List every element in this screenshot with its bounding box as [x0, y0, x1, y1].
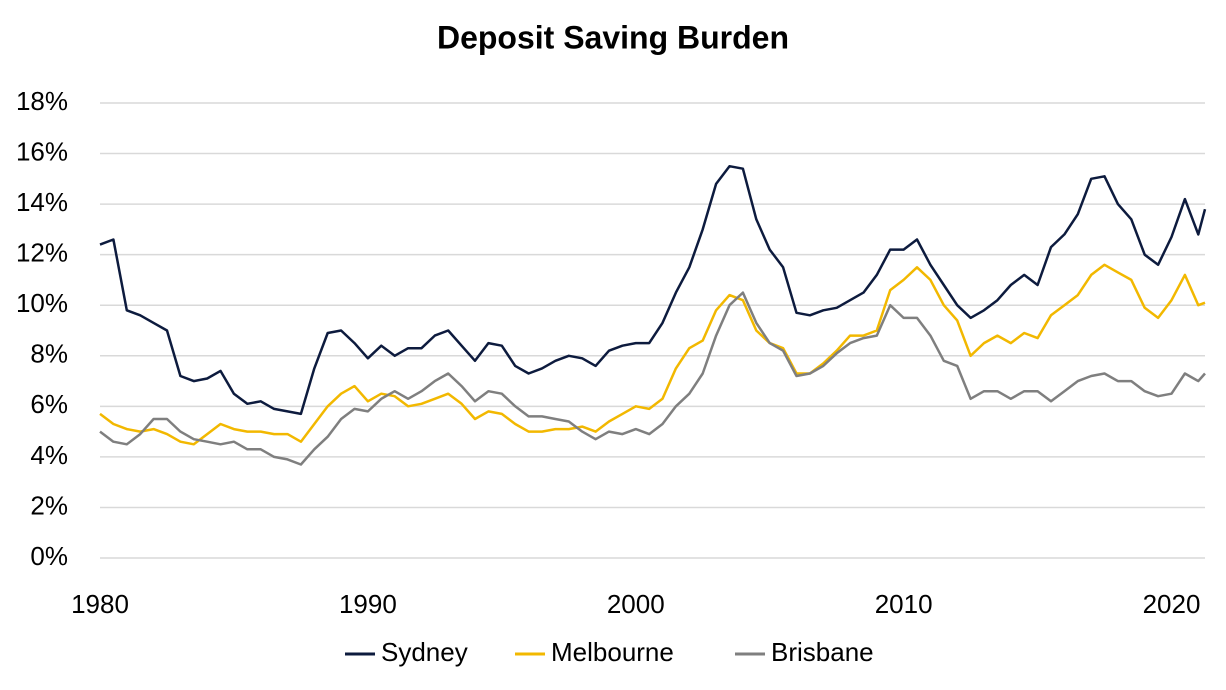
- y-tick-label: 10%: [16, 288, 68, 318]
- legend-label: Brisbane: [771, 637, 874, 667]
- y-tick-label: 18%: [16, 86, 68, 116]
- series-line: [99, 164, 1207, 416]
- y-tick-label: 2%: [30, 490, 68, 520]
- legend-label: Sydney: [381, 637, 468, 667]
- y-tick-label: 16%: [16, 136, 68, 166]
- y-tick-label: 14%: [16, 187, 68, 217]
- chart-title: Deposit Saving Burden: [437, 19, 789, 55]
- x-tick-label: 1980: [71, 589, 129, 619]
- y-tick-label: 6%: [30, 389, 68, 419]
- x-tick-label: 2020: [1143, 589, 1201, 619]
- legend-label: Melbourne: [551, 637, 674, 667]
- x-tick-label: 2000: [607, 589, 665, 619]
- y-tick-label: 8%: [30, 339, 68, 369]
- series-line: [99, 291, 1206, 466]
- series-line: [99, 263, 1206, 446]
- x-tick-label: 1990: [339, 589, 397, 619]
- y-tick-label: 4%: [30, 440, 68, 470]
- y-tick-label: 12%: [16, 238, 68, 268]
- y-tick-label: 0%: [30, 541, 68, 571]
- x-tick-label: 2010: [875, 589, 933, 619]
